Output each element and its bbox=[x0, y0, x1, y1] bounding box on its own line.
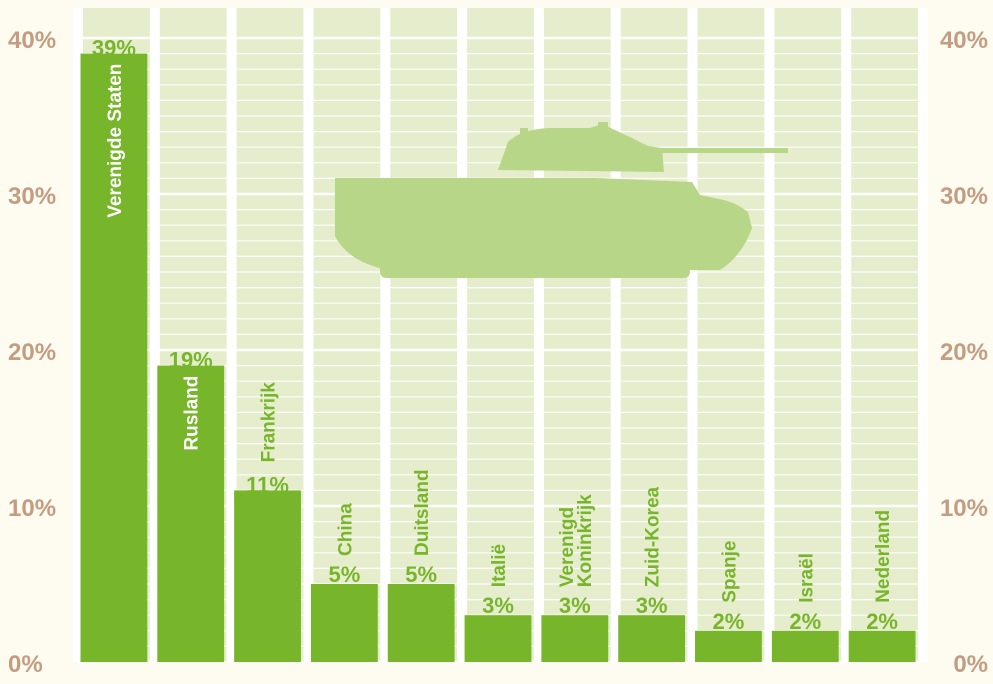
bar bbox=[695, 630, 762, 662]
column-separator bbox=[457, 8, 468, 662]
column-separator bbox=[764, 8, 775, 662]
category-label-line: Nederland bbox=[873, 510, 894, 603]
value-label: 5% bbox=[405, 562, 437, 587]
bar bbox=[157, 365, 225, 662]
value-label: 3% bbox=[482, 593, 514, 618]
bar bbox=[771, 630, 839, 662]
y-tick-label-left: 20% bbox=[8, 339, 56, 366]
y-tick-label-left: 40% bbox=[8, 27, 56, 54]
column-separator bbox=[73, 8, 83, 662]
category-label-line: Spanje bbox=[719, 540, 740, 602]
y-tick-label-right: 20% bbox=[940, 339, 988, 366]
category-label-line: China bbox=[335, 503, 356, 556]
bar bbox=[310, 584, 378, 662]
column-separator bbox=[918, 8, 928, 662]
category-label: Nederland bbox=[873, 510, 894, 603]
category-label: China bbox=[335, 503, 356, 556]
value-label: 3% bbox=[559, 593, 591, 618]
category-label-line: Frankrijk bbox=[259, 382, 280, 463]
category-label: Zuid-Korea bbox=[643, 486, 664, 587]
column-separator bbox=[687, 8, 698, 662]
category-label: Verenigde Staten bbox=[105, 64, 126, 218]
column-separator bbox=[841, 8, 852, 662]
category-label-line: Zuid-Korea bbox=[643, 486, 664, 587]
category-label: Israël bbox=[796, 553, 817, 603]
y-tick-label-left: 30% bbox=[8, 183, 56, 210]
category-label-line: Israël bbox=[796, 553, 817, 603]
category-label-line: Rusland bbox=[182, 376, 203, 451]
value-label: 2% bbox=[866, 609, 898, 634]
y-tick-label-right: 0% bbox=[953, 651, 988, 678]
column-separator bbox=[226, 8, 237, 662]
bar bbox=[848, 630, 916, 662]
bar bbox=[464, 615, 532, 662]
y-tick-label-right: 10% bbox=[940, 495, 988, 522]
category-label: Frankrijk bbox=[259, 382, 280, 463]
data-labels: 39% Verenigde Staten 19% Rusland 11% Frankrij… bbox=[92, 36, 898, 634]
y-axis-labels: 0% 0% 10% 10% 20% 20% 30% 30% 40% 40% bbox=[8, 27, 988, 678]
category-label-line: Koninkrijk bbox=[575, 494, 596, 587]
category-label-line: Verenigde Staten bbox=[105, 64, 126, 218]
bar bbox=[387, 584, 455, 662]
category-label: Spanje bbox=[719, 540, 740, 602]
value-label: 39% bbox=[92, 36, 136, 61]
category-label: Rusland bbox=[182, 376, 203, 451]
value-label: 19% bbox=[169, 348, 213, 373]
y-tick-label-right: 40% bbox=[940, 27, 988, 54]
bar bbox=[618, 615, 686, 662]
column-separator bbox=[380, 8, 391, 662]
value-label: 5% bbox=[328, 562, 360, 587]
bar bbox=[234, 490, 301, 662]
column-separator bbox=[149, 8, 160, 662]
category-label-line: Verenigd bbox=[557, 507, 578, 587]
value-label: 2% bbox=[713, 609, 745, 634]
column-separator bbox=[533, 8, 544, 662]
value-label: 2% bbox=[789, 609, 821, 634]
column-separator bbox=[610, 8, 621, 662]
value-label: 11% bbox=[246, 472, 289, 497]
bars bbox=[80, 53, 916, 663]
bar bbox=[541, 615, 609, 662]
y-tick-label-left: 10% bbox=[8, 495, 56, 522]
category-label-line: Duitsland bbox=[412, 469, 433, 556]
category-label: Italië bbox=[489, 544, 510, 587]
gridlines bbox=[73, 8, 928, 664]
y-tick-label-right: 30% bbox=[940, 183, 988, 210]
category-label-line: Italië bbox=[489, 544, 510, 587]
column-separator bbox=[303, 8, 314, 662]
tank-icon bbox=[335, 122, 788, 278]
bar bbox=[80, 53, 148, 663]
category-label: Duitsland bbox=[412, 469, 433, 556]
value-label: 3% bbox=[636, 593, 668, 618]
y-tick-label-left: 0% bbox=[8, 651, 43, 678]
